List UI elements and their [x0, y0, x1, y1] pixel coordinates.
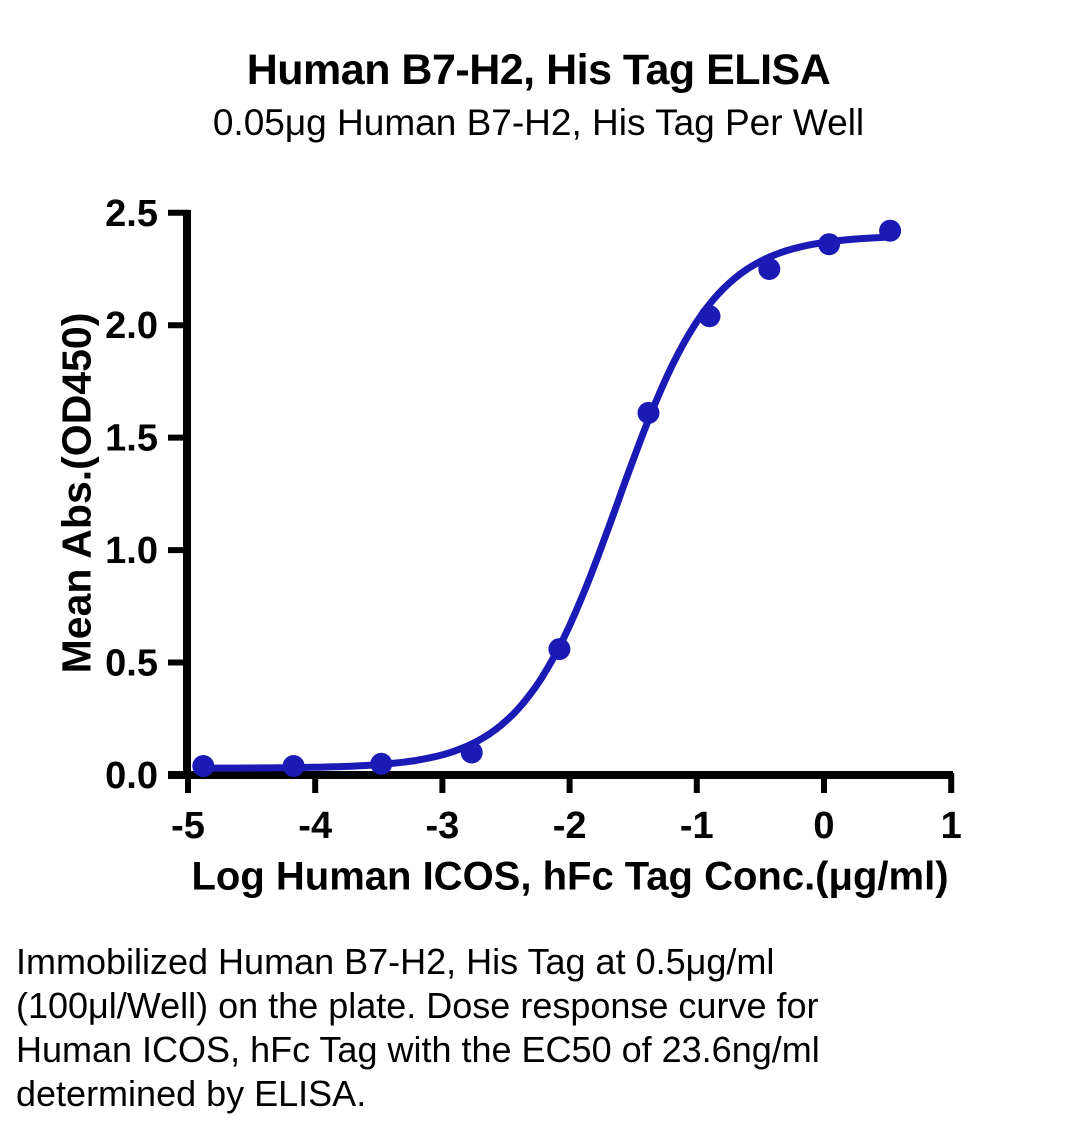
caption-line: (100μl/Well) on the plate. Dose response…	[16, 985, 819, 1026]
data-point	[282, 755, 305, 777]
x-tick-label: -1	[680, 805, 714, 847]
data-point	[370, 752, 393, 775]
caption-line: Human ICOS, hFc Tag with the EC50 of 23.…	[16, 1029, 820, 1070]
chart-title: Human B7-H2, His Tag ELISA	[246, 46, 831, 94]
caption-line: determined by ELISA.	[16, 1073, 367, 1114]
y-tick-label: 1.0	[105, 530, 158, 572]
data-point	[698, 305, 721, 328]
y-axis-label: Mean Abs.(OD450)	[53, 312, 100, 674]
y-tick-label: 0.0	[105, 755, 158, 797]
y-tick-label: 1.5	[105, 418, 158, 460]
figure-caption: Immobilized Human B7-H2, His Tag at 0.5μ…	[16, 940, 820, 1116]
chart-subtitle: 0.05μg Human B7-H2, His Tag Per Well	[212, 102, 865, 143]
data-point	[460, 741, 483, 764]
data-point	[637, 401, 660, 424]
x-tick-label: -5	[171, 805, 205, 847]
caption-line: Immobilized Human B7-H2, His Tag at 0.5μ…	[16, 941, 775, 982]
x-tick-label: 0	[813, 805, 834, 847]
y-tick-label: 0.5	[105, 643, 158, 685]
x-tick-label: 1	[941, 805, 962, 847]
data-point	[192, 755, 215, 777]
x-axis-label: Log Human ICOS, hFc Tag Conc.(μg/ml)	[191, 854, 949, 899]
x-tick-label: -3	[426, 805, 460, 847]
y-tick-label: 2.0	[105, 305, 158, 347]
data-point	[758, 258, 781, 280]
dose-response-chart: -5 -4 -3 -2 -1 0 1 0.0 0.5 1.0 1.5 2.0 2.5	[105, 193, 962, 847]
data-point	[818, 233, 841, 256]
data-point	[548, 638, 571, 661]
x-tick-label: -4	[298, 805, 332, 847]
fit-curve	[199, 233, 894, 772]
y-tick-label: 2.5	[105, 193, 158, 235]
data-point	[879, 219, 902, 242]
x-tick-label: -2	[553, 805, 587, 847]
